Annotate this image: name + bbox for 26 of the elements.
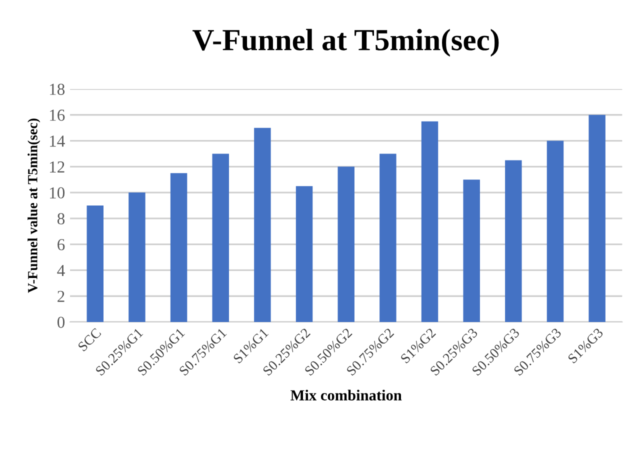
bar: [588, 114, 606, 322]
y-tick-label: 2: [58, 290, 64, 302]
y-tick-label: 16: [50, 110, 65, 121]
bar: [128, 192, 146, 322]
bar: [86, 206, 104, 322]
bar: [212, 154, 229, 322]
bar: [170, 173, 188, 322]
y-tick-label: 6: [58, 239, 65, 250]
y-tick-label: 8: [57, 213, 65, 224]
y-tick-label: 4: [57, 265, 65, 276]
y-tick-label: 14: [50, 136, 65, 147]
y-tick-label: 0: [57, 316, 65, 328]
bar: [546, 140, 564, 322]
x-axis-title: Mix combination: [290, 390, 402, 400]
bar: [463, 180, 480, 322]
y-tick-label: 18: [50, 84, 65, 95]
bar: [296, 186, 313, 322]
y-axis-title: V-Funnel value at T5min(sec): [28, 118, 40, 293]
bar: [380, 154, 396, 322]
bar: [505, 160, 522, 322]
y-tick-label: 12: [50, 161, 64, 172]
bar: [254, 128, 271, 322]
bar: [338, 166, 354, 322]
chart-title: V-Funnel at T5min(sec): [192, 28, 499, 57]
y-tick-label: 10: [50, 187, 65, 199]
bar: [421, 121, 438, 322]
